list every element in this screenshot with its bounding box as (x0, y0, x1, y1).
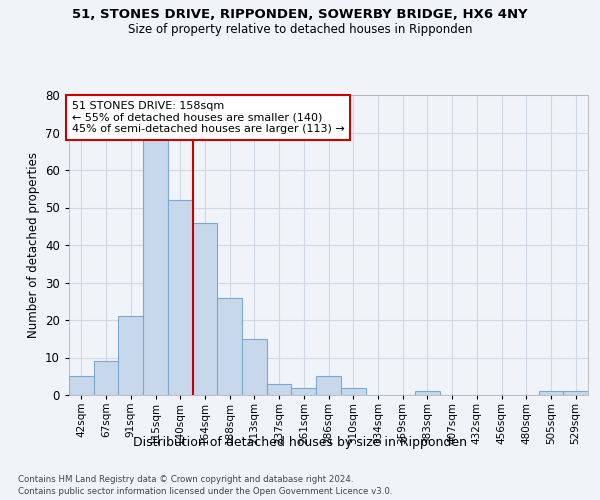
Bar (415, 391, 440, 395)
Bar (69, 376, 94, 395)
Bar (94, 361, 118, 395)
Text: 51, STONES DRIVE, RIPPONDEN, SOWERBY BRIDGE, HX6 4NY: 51, STONES DRIVE, RIPPONDEN, SOWERBY BRI… (72, 8, 528, 20)
Text: 51 STONES DRIVE: 158sqm
← 55% of detached houses are smaller (140)
45% of semi-d: 51 STONES DRIVE: 158sqm ← 55% of detache… (71, 101, 344, 134)
Bar (168, 200, 193, 395)
Text: Contains public sector information licensed under the Open Government Licence v3: Contains public sector information licen… (18, 486, 392, 496)
Bar (267, 384, 292, 395)
Bar (316, 376, 341, 395)
Text: Size of property relative to detached houses in Ripponden: Size of property relative to detached ho… (128, 22, 472, 36)
Y-axis label: Number of detached properties: Number of detached properties (26, 152, 40, 338)
Text: Contains HM Land Registry data © Crown copyright and database right 2024.: Contains HM Land Registry data © Crown c… (18, 474, 353, 484)
Bar (143, 140, 168, 395)
Bar (563, 391, 588, 395)
Bar (292, 388, 316, 395)
Bar (217, 298, 242, 395)
Bar (539, 391, 563, 395)
Bar (193, 222, 217, 395)
Bar (242, 339, 267, 395)
Bar (118, 316, 143, 395)
Text: Distribution of detached houses by size in Ripponden: Distribution of detached houses by size … (133, 436, 467, 449)
Bar (341, 388, 365, 395)
